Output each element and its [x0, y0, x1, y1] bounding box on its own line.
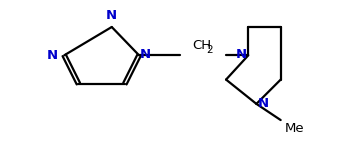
Text: N: N — [257, 97, 268, 110]
Text: CH: CH — [192, 39, 211, 52]
Text: N: N — [236, 48, 247, 61]
Text: N: N — [106, 9, 117, 22]
Text: N: N — [140, 48, 151, 61]
Text: 2: 2 — [206, 45, 213, 55]
Text: Me: Me — [285, 122, 304, 135]
Text: N: N — [47, 49, 58, 62]
